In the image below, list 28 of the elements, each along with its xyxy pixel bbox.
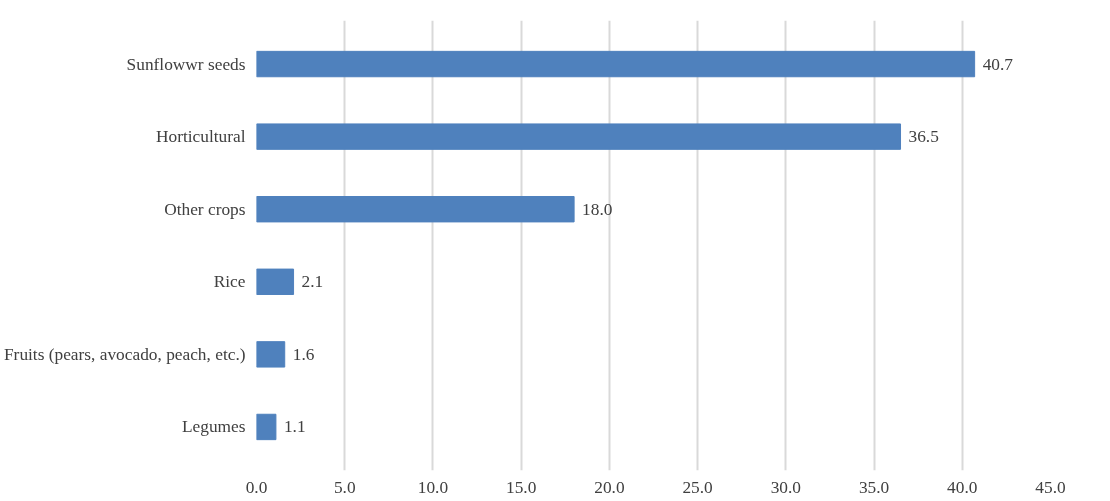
- x-tick-label: 5.0: [333, 477, 356, 497]
- bar: [256, 123, 902, 150]
- x-tick-label: 10.0: [417, 477, 449, 497]
- bar: [256, 50, 976, 78]
- x-tick-label: 15.0: [506, 477, 537, 497]
- bar: [256, 196, 575, 223]
- y-tick-label: Other crops: [164, 199, 246, 219]
- data-label: 1.6: [292, 344, 315, 364]
- y-tick-label: Sunflowwr seeds: [126, 54, 246, 74]
- x-tick-label: 25.0: [682, 477, 713, 497]
- y-tick-label: Legumes: [181, 417, 246, 437]
- x-tick-label: 35.0: [858, 477, 890, 497]
- bar: [256, 268, 295, 295]
- data-label: 2.1: [301, 272, 324, 292]
- data-label: 40.7: [982, 54, 1014, 74]
- x-tick-label: 30.0: [770, 477, 801, 497]
- y-tick-label: Horticultural: [156, 127, 246, 147]
- data-label: 36.5: [908, 127, 939, 147]
- data-label: 1.1: [283, 417, 306, 437]
- bar: [256, 413, 277, 441]
- bar: [256, 341, 286, 368]
- data-label: 18.0: [582, 199, 613, 219]
- x-tick-label: 0.0: [245, 477, 268, 497]
- x-tick-label: 20.0: [594, 477, 625, 497]
- y-tick-label: Rice: [213, 272, 246, 292]
- y-tick-label: Fruits (pears, avocado, peach, etc.): [3, 344, 246, 364]
- x-tick-label: 40.0: [947, 477, 978, 497]
- x-tick-label: 45.0: [1035, 477, 1066, 497]
